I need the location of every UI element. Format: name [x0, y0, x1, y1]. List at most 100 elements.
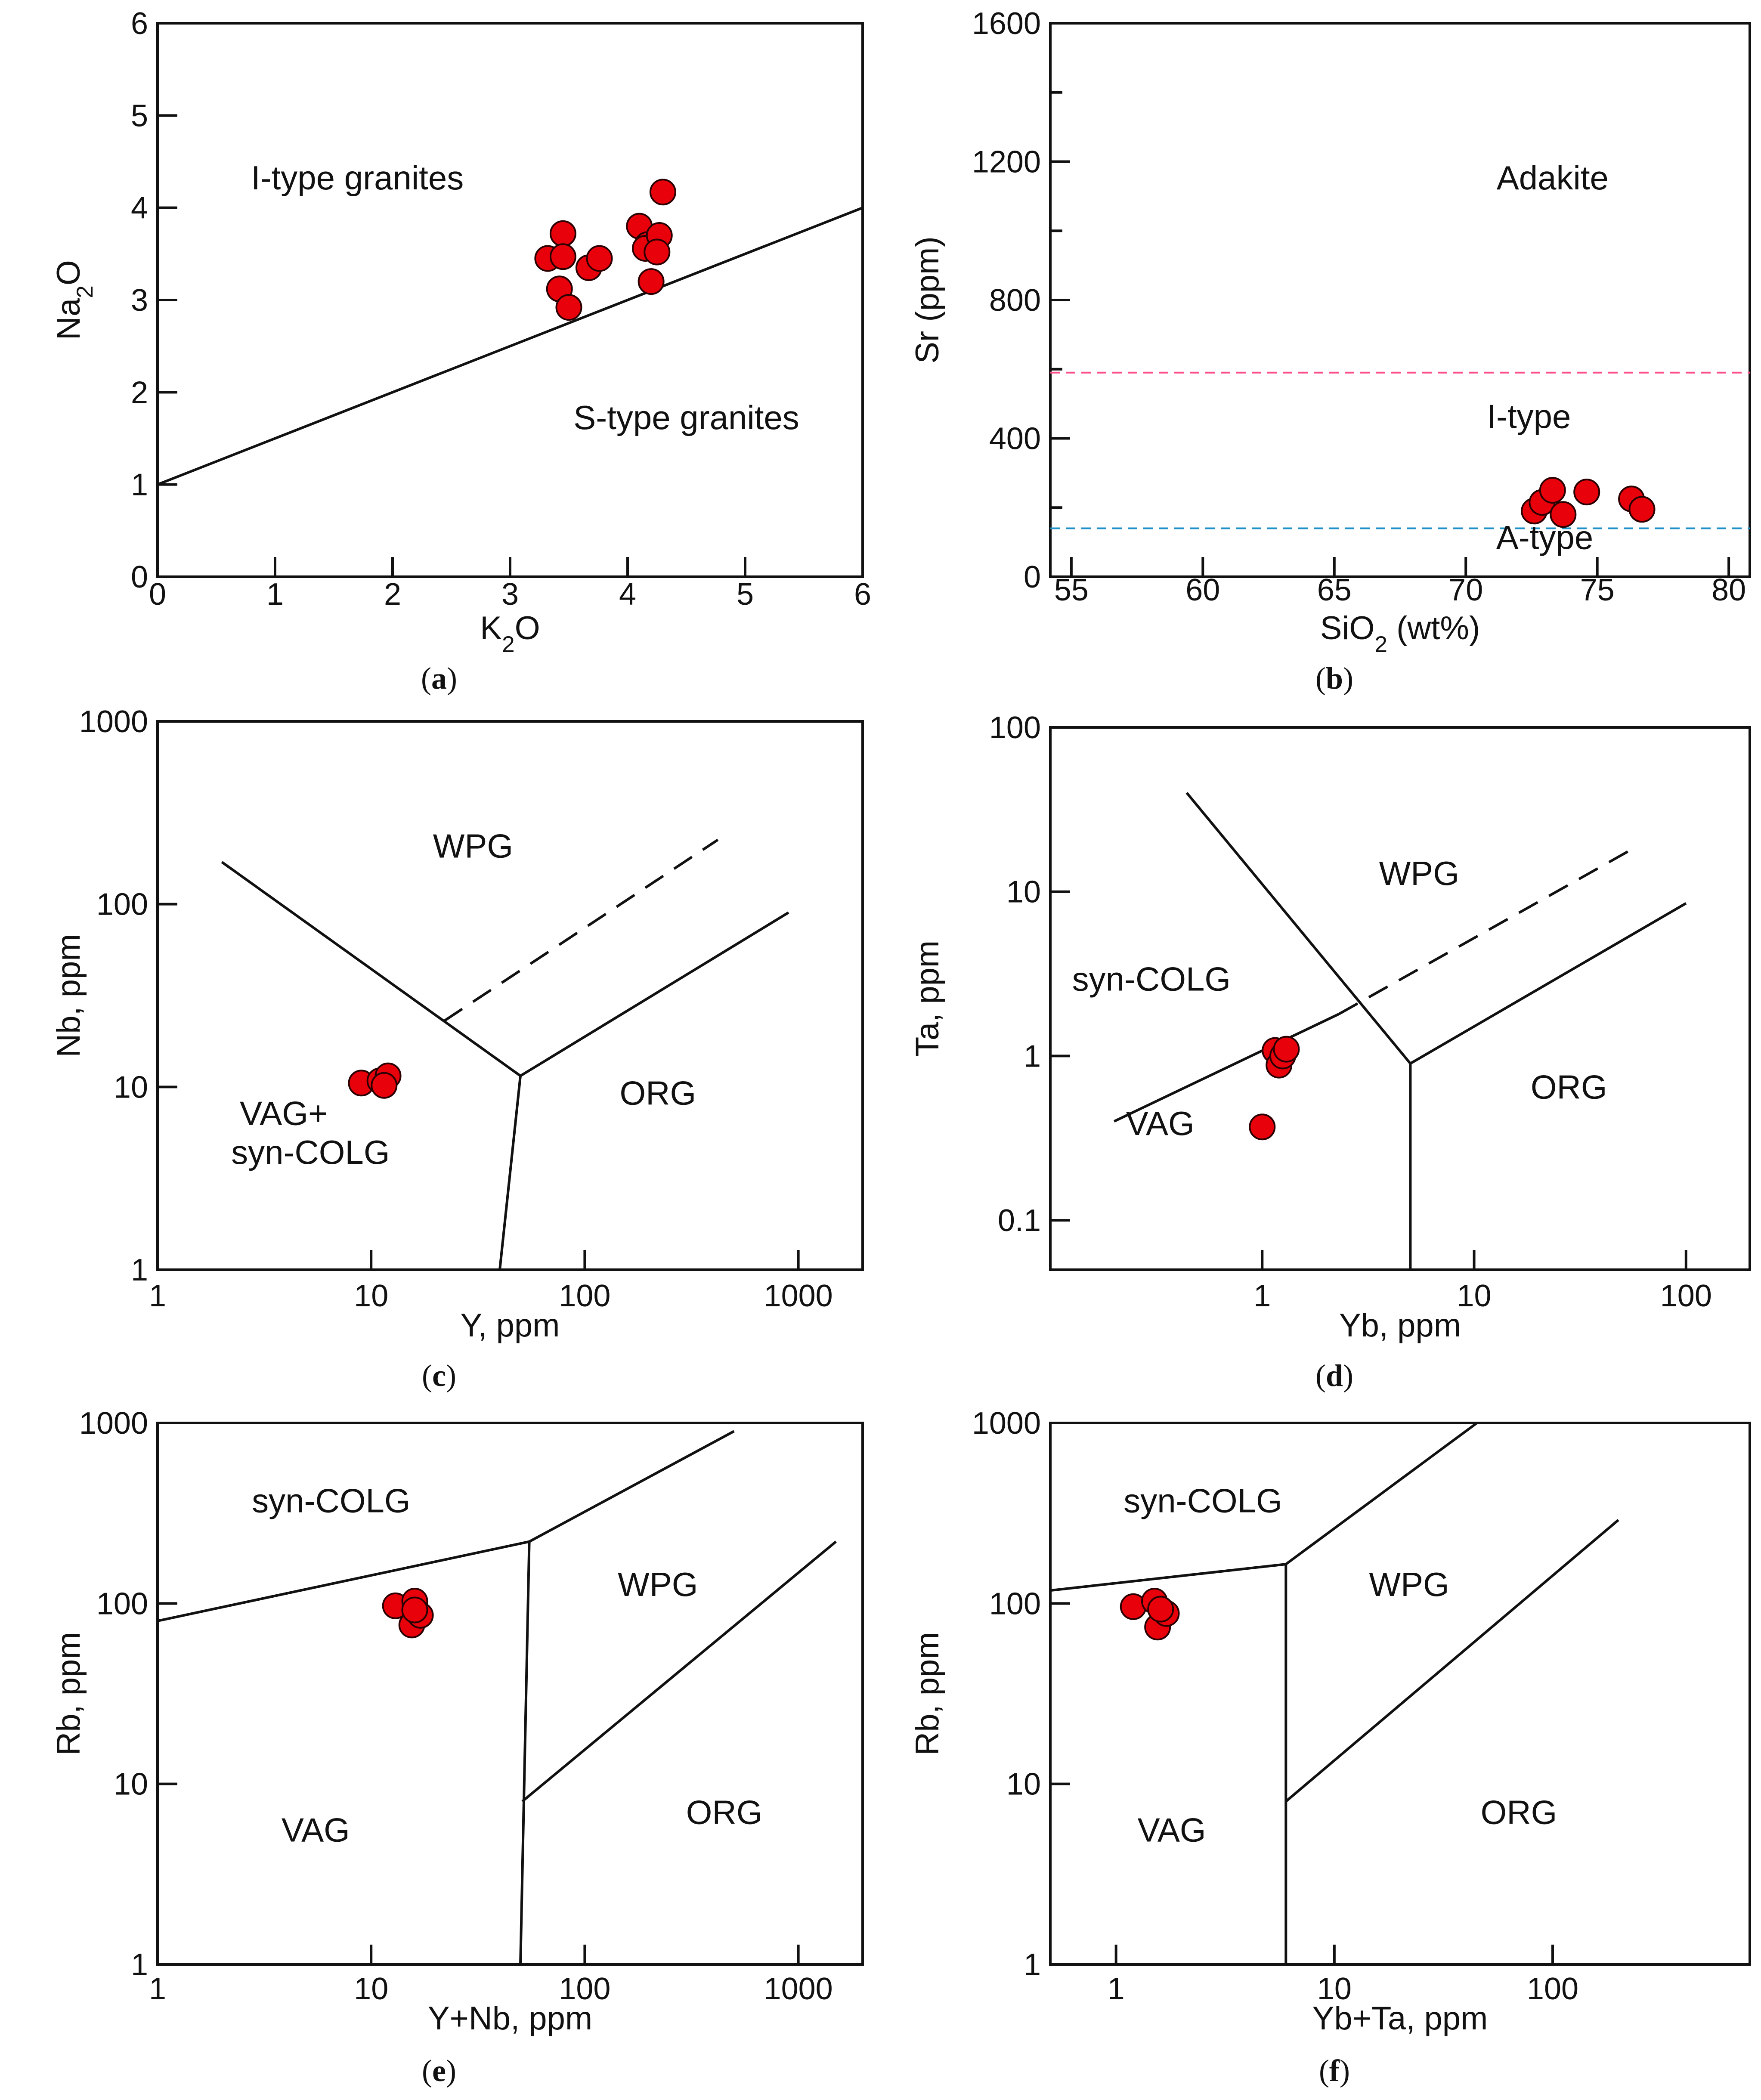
- region-label: S-type granites: [573, 399, 799, 436]
- y-tick-label: 2: [131, 375, 148, 410]
- x-axis-label: K2O: [480, 610, 540, 657]
- x-tick-label: 70: [1448, 573, 1483, 607]
- x-tick-label: 1000: [764, 1972, 833, 2006]
- chart-panel-e: 1 10 100 1000 1 10 100 1000 Y+Nb, ppm Rb, ppm syn-…: [50, 1406, 864, 2088]
- y-tick-label: 1000: [972, 1406, 1041, 1441]
- region-label: WPG: [433, 827, 513, 865]
- boundary-line-3: [1285, 1422, 1478, 1565]
- data-point: [1147, 1596, 1174, 1623]
- x-tick-label: 10: [354, 1279, 388, 1313]
- region-label: WPG: [618, 1565, 698, 1603]
- y-tick-label: 100: [989, 1587, 1041, 1621]
- region-label: syn-COLG: [1123, 1482, 1282, 1520]
- dashed-boundary-line-5: [1338, 848, 1632, 1015]
- y-tick-label: 1000: [79, 1406, 148, 1441]
- panel-label: (f): [1319, 2054, 1350, 2088]
- chart-panel-a: 0 1 2 3 4 5 6 0 1 2 3 4 5 6 K2O Na2O I-type granites S-ty…: [50, 6, 871, 696]
- y-tick-label: 10: [1006, 1767, 1041, 1802]
- data-point: [1539, 477, 1566, 504]
- boundary-line-1: [1050, 1563, 1286, 1592]
- plot-frame: [1049, 726, 1751, 1271]
- y-tick-label: 1: [131, 468, 148, 502]
- x-tick-label: 10: [354, 1972, 388, 2006]
- boundary-line-3: [520, 911, 789, 1077]
- y-axis-label: Rb, ppm: [50, 1632, 87, 1755]
- x-tick-label: 3: [501, 577, 519, 612]
- data-point: [1273, 1036, 1300, 1063]
- y-tick-label: 1: [1024, 1948, 1041, 1982]
- x-tick-label: 10: [1317, 1972, 1352, 2006]
- boundary-line-4: [1285, 1519, 1619, 1803]
- boundary-line-1: [157, 1540, 530, 1622]
- chart-panel-c: 1 10 100 1000 1 10 100 1000 Y, ppm Nb, ppm WPG ORG V…: [50, 705, 864, 1393]
- y-axis-label: Na2O: [50, 260, 98, 340]
- y-tick-label: 400: [989, 422, 1041, 456]
- plot-frame: [156, 720, 864, 1271]
- region-label: syn-COLG: [231, 1133, 390, 1171]
- y-tick-label: 100: [989, 711, 1041, 745]
- region-label: WPG: [1369, 1565, 1449, 1603]
- x-tick-label: 80: [1711, 573, 1746, 607]
- x-axis-label: Yb+Ta, ppm: [1312, 2000, 1488, 2037]
- data-point: [371, 1072, 398, 1099]
- region-label: A-type: [1496, 519, 1593, 557]
- data-point: [1628, 496, 1656, 523]
- x-tick-label: 100: [1660, 1279, 1712, 1313]
- boundary-line-3: [529, 1430, 735, 1543]
- panel-label: (c): [422, 1358, 456, 1393]
- data-point: [638, 268, 665, 295]
- boundary-line-2: [519, 1541, 531, 1965]
- y-tick-label: 3: [131, 283, 148, 318]
- boundary-line-1: [221, 861, 521, 1077]
- x-axis-label: SiO2 (wt%): [1320, 610, 1480, 657]
- y-tick-label: 1000: [79, 705, 148, 739]
- y-tick-label: 1: [131, 1948, 148, 1982]
- y-tick-label: 1: [131, 1253, 148, 1287]
- y-tick-label: 1: [1024, 1039, 1041, 1073]
- x-tick-label: 1: [1253, 1279, 1271, 1313]
- region-label: ORG: [686, 1794, 763, 1831]
- data-point: [1573, 479, 1600, 506]
- y-axis-label: Rb, ppm: [909, 1632, 946, 1755]
- x-tick-label: 55: [1054, 573, 1089, 607]
- y-tick-label: 1200: [972, 145, 1041, 179]
- chart-panel-f: 1 10 100 1 10 100 1000 Yb+Ta, ppm Rb, ppm syn-COL…: [909, 1406, 1751, 2088]
- region-label: syn-COLG: [252, 1482, 410, 1520]
- region-label: ORG: [1531, 1068, 1607, 1106]
- boundary-line-2: [1185, 792, 1411, 1064]
- y-tick-label: 800: [989, 283, 1041, 318]
- plot-frame: [156, 1422, 864, 1966]
- x-tick-label: 1: [1108, 1972, 1125, 2006]
- y-tick-label: 4: [131, 191, 148, 226]
- plot-frame: [1049, 1422, 1751, 1966]
- x-axis-label: Y, ppm: [461, 1307, 560, 1344]
- x-tick-label: 1: [149, 1279, 166, 1313]
- region-label: I-type granites: [251, 159, 464, 197]
- panel-label: (e): [422, 2054, 456, 2088]
- data-point: [401, 1596, 428, 1624]
- x-tick-label: 6: [854, 577, 871, 612]
- x-tick-label: 2: [384, 577, 401, 612]
- region-label: ORG: [1481, 1794, 1557, 1831]
- y-axis-label: Ta, ppm: [909, 940, 946, 1057]
- x-tick-label: 65: [1317, 573, 1352, 607]
- region-label: VAG: [1138, 1811, 1206, 1849]
- data-point: [549, 220, 576, 247]
- data-point: [549, 243, 576, 270]
- x-tick-label: 4: [619, 577, 636, 612]
- region-label: VAG: [282, 1811, 350, 1849]
- data-point: [649, 179, 676, 206]
- region-label: WPG: [1379, 854, 1459, 892]
- y-tick-label: 10: [114, 1767, 148, 1802]
- dashed-boundary-line-4: [443, 838, 719, 1022]
- x-axis-label: Y+Nb, ppm: [428, 2000, 592, 2037]
- x-tick-label: 75: [1580, 573, 1615, 607]
- x-tick-label: 60: [1185, 573, 1220, 607]
- region-label: VAG+: [240, 1094, 328, 1132]
- y-axis-label: Sr (ppm): [909, 236, 946, 364]
- data-point: [586, 245, 613, 272]
- region-label: syn-COLG: [1072, 960, 1231, 998]
- boundary-line-1: [1113, 1013, 1340, 1123]
